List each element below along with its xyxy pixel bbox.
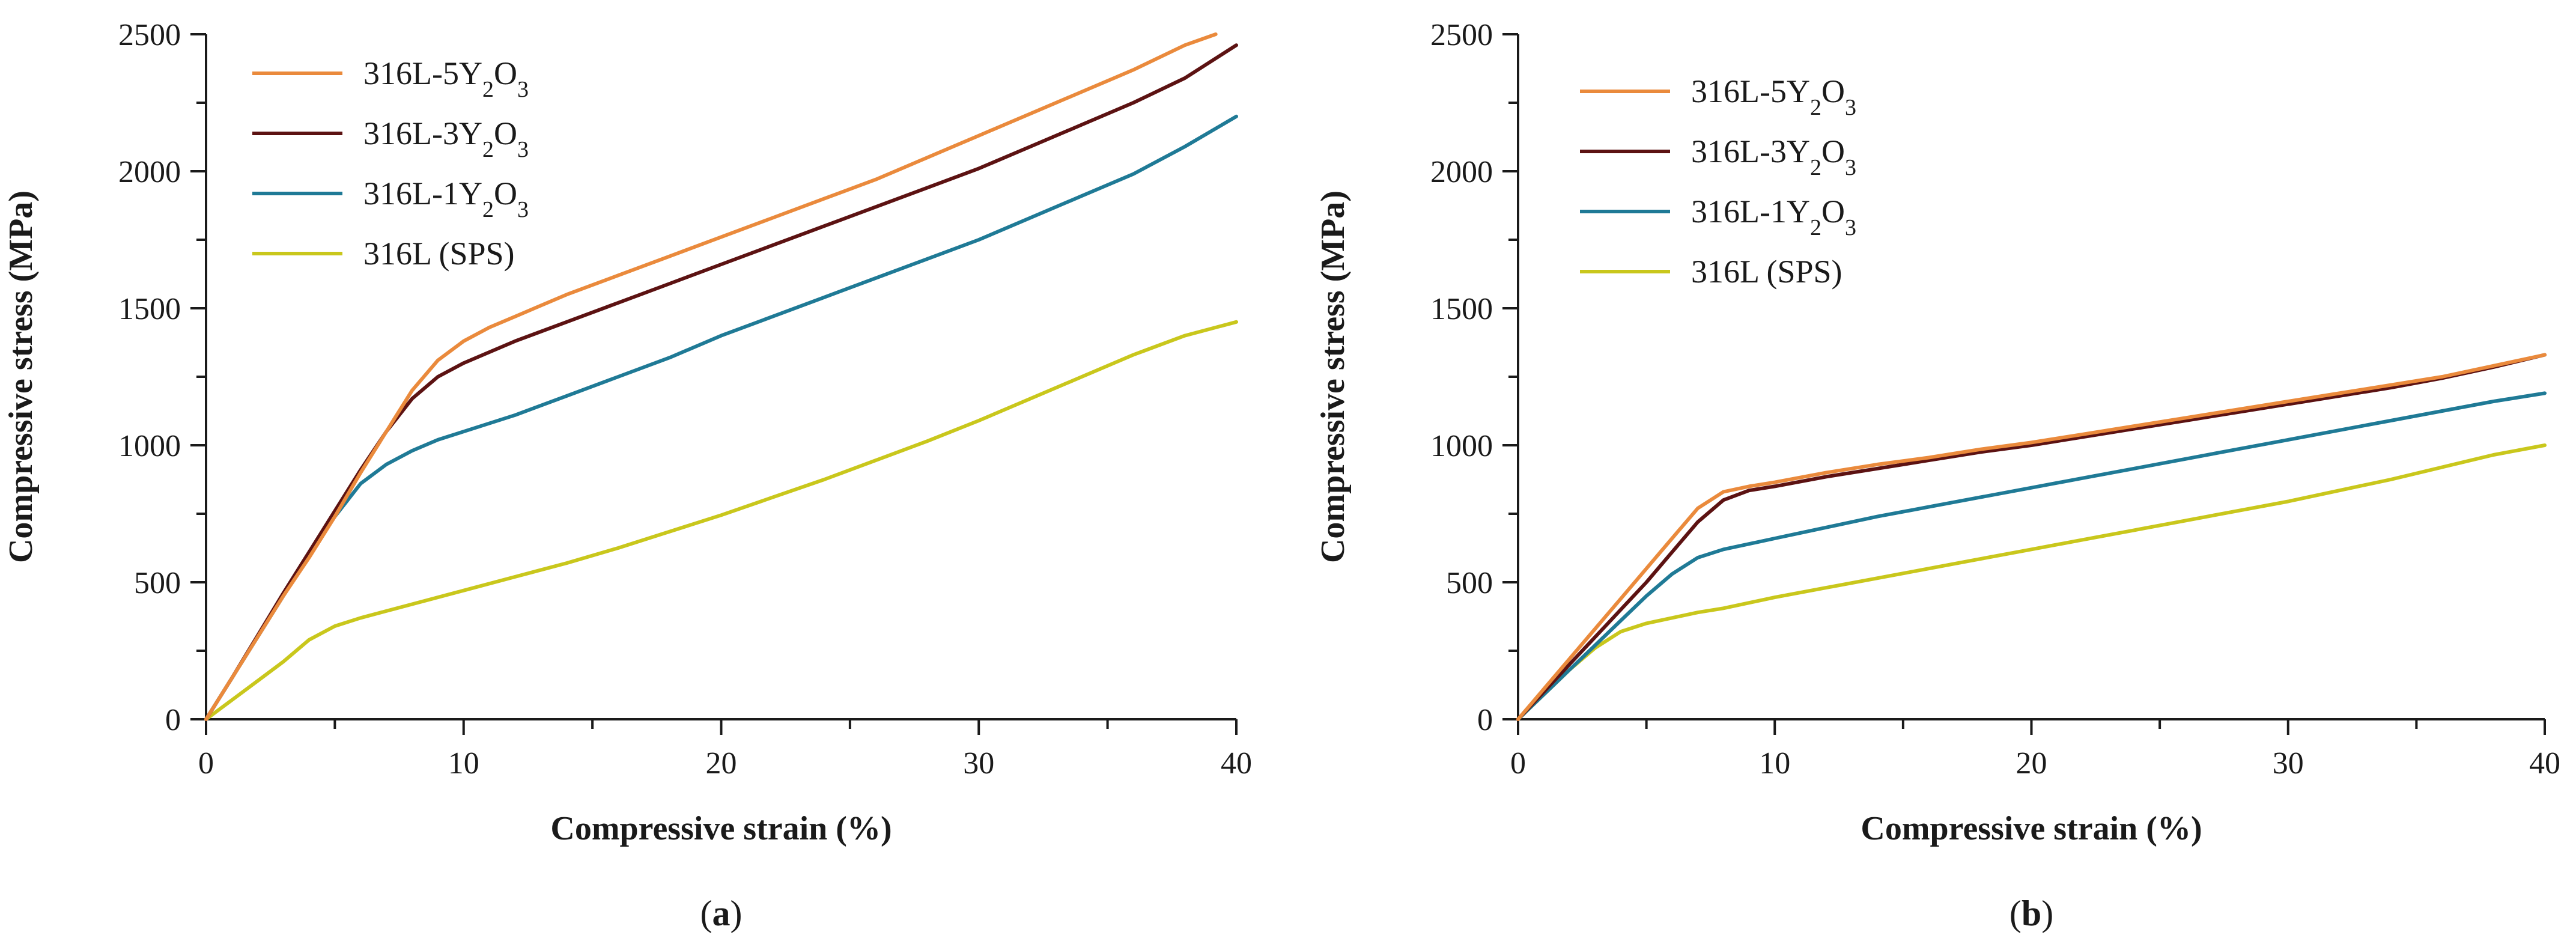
- y-tick-label: 1500: [118, 292, 181, 326]
- x-tick-label: 10: [1759, 746, 1790, 781]
- panel-tag: (a): [700, 894, 743, 933]
- legend-label: 316L-5Y2O3: [1691, 73, 1856, 120]
- x-tick-label: 30: [963, 746, 994, 781]
- series-line: [1516, 391, 2547, 721]
- x-tick-label: 20: [2016, 746, 2047, 781]
- x-tick-label: 40: [1221, 746, 1252, 781]
- legend-label: 316L-1Y2O3: [363, 175, 529, 222]
- y-tick-label: 500: [1446, 566, 1493, 600]
- legend-label: 316L (SPS): [1691, 254, 1842, 290]
- series-line: [1516, 353, 2547, 721]
- series-line: [204, 114, 1238, 721]
- x-axis-title: Compressive strain (%): [550, 810, 892, 847]
- x-axis-title: Compressive strain (%): [1861, 810, 2202, 847]
- y-tick-label: 1000: [1430, 429, 1493, 463]
- panel-tag: (b): [2009, 894, 2053, 933]
- panel-b: 0 10 20 30 40 0 500 1000 1500 2000 2500 Compressive…: [1314, 18, 2560, 933]
- legend-label: 316L (SPS): [363, 236, 515, 272]
- y-axis-title: Compressive stress (MPa): [2, 190, 40, 563]
- y-tick-label: 500: [134, 566, 181, 600]
- panel-a: 0 10 20 30 40 0 500 1000 1500 2000 2500 Compressive…: [2, 18, 1252, 933]
- y-tick-label: 2500: [118, 18, 181, 52]
- x-tick-label: 0: [1510, 746, 1526, 781]
- y-axis-title: Compressive stress (MPa): [1314, 190, 1352, 563]
- series-line: [1516, 443, 2547, 721]
- legend-label: 316L-1Y2O3: [1691, 193, 1856, 240]
- y-tick-label: 0: [1477, 703, 1493, 737]
- x-tick-label: 40: [2529, 746, 2560, 781]
- y-tick-label: 2000: [118, 155, 181, 189]
- y-tick-label: 1000: [118, 429, 181, 463]
- legend-label: 316L-3Y2O3: [363, 115, 529, 162]
- series-line: [204, 32, 1218, 721]
- legend-label: 316L-5Y2O3: [363, 55, 529, 102]
- legend-label: 316L-3Y2O3: [1691, 133, 1856, 180]
- series-line: [1516, 353, 2547, 721]
- y-tick-label: 2500: [1430, 18, 1493, 52]
- y-tick-label: 2000: [1430, 155, 1493, 189]
- x-tick-label: 10: [448, 746, 479, 781]
- x-tick-label: 0: [198, 746, 214, 781]
- y-tick-label: 1500: [1430, 292, 1493, 326]
- x-tick-label: 30: [2273, 746, 2304, 781]
- x-tick-label: 20: [706, 746, 737, 781]
- series-line: [204, 43, 1238, 721]
- y-tick-label: 0: [165, 703, 181, 737]
- series-line: [204, 320, 1238, 721]
